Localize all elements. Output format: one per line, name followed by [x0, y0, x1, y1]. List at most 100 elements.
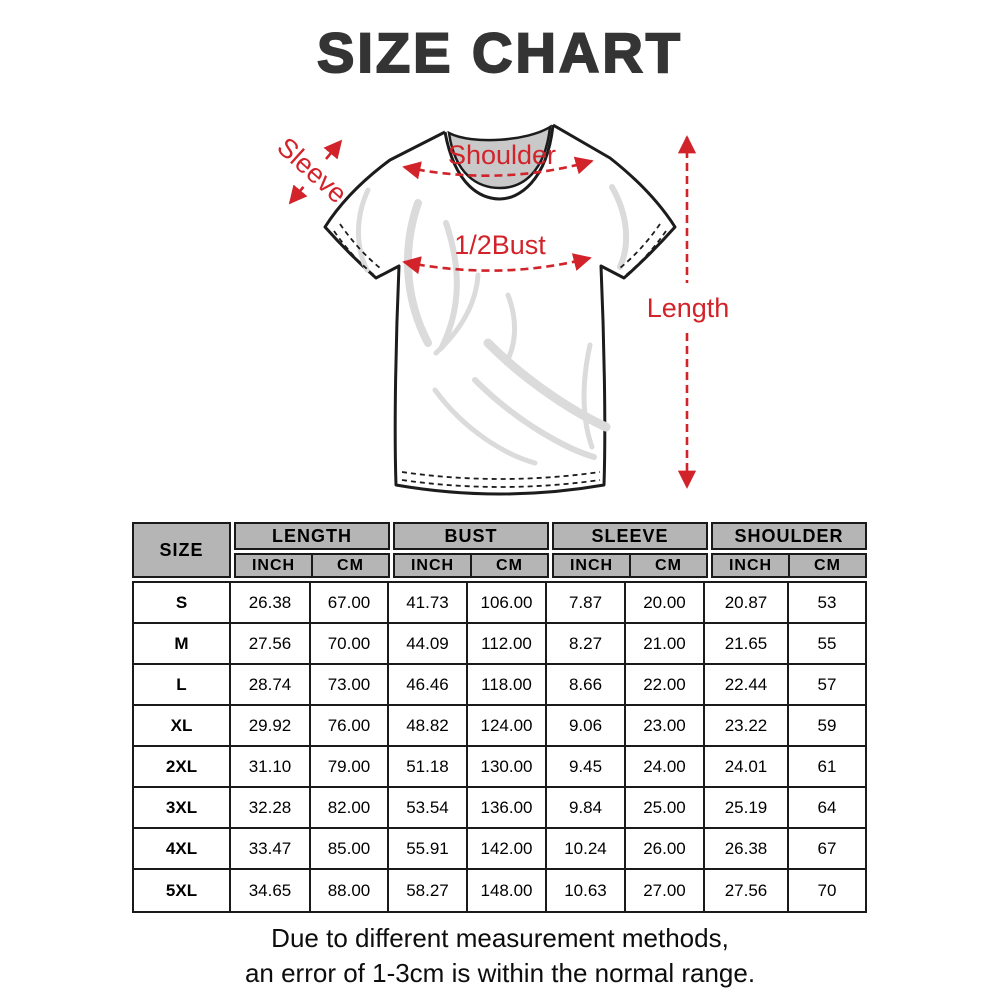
table-cell: 112.00: [468, 624, 547, 665]
table-cell: 9.45: [547, 747, 626, 788]
table-cell: 67: [789, 829, 865, 870]
size-cell: 2XL: [134, 747, 231, 788]
size-cell: 3XL: [134, 788, 231, 829]
table-cell: 25.00: [626, 788, 705, 829]
size-cell: S: [134, 583, 231, 624]
table-cell: 20.87: [705, 583, 789, 624]
shoulder-inch-header: INCH: [711, 553, 790, 578]
header-group-bust: BUST INCH CM: [393, 522, 549, 578]
size-cell: 5XL: [134, 870, 231, 911]
table-cell: 142.00: [468, 829, 547, 870]
table-cell: 59: [789, 706, 865, 747]
table-cell: 26.38: [705, 829, 789, 870]
table-cell: 8.66: [547, 665, 626, 706]
length-inch-header: INCH: [234, 553, 313, 578]
bust-arrow: [402, 253, 592, 275]
shoulder-cm-header: CM: [790, 553, 867, 578]
header-group-sleeve: SLEEVE INCH CM: [552, 522, 708, 578]
table-cell: 64: [789, 788, 865, 829]
bust-header: BUST: [393, 522, 549, 550]
table-cell: 85.00: [311, 829, 389, 870]
shoulder-arrow: [402, 156, 594, 180]
size-cell: 4XL: [134, 829, 231, 870]
table-cell: 33.47: [231, 829, 311, 870]
bust-cm-header: CM: [472, 553, 549, 578]
length-cm-header: CM: [313, 553, 390, 578]
table-cell: 70: [817, 880, 837, 900]
table-cell: 130.00: [468, 747, 547, 788]
table-cell: 26.00: [626, 829, 705, 870]
sleeve-inch-header: INCH: [552, 553, 631, 578]
table-cell: 22.44: [705, 665, 789, 706]
page-title: SIZE CHART: [316, 20, 683, 85]
table-cell: 88.00: [311, 870, 389, 911]
table-cell: 28.74: [231, 665, 311, 706]
table-row-5xl: 5XL 34.65 88.00 58.27 148.00 10.63 27.00…: [134, 870, 865, 911]
length-header: LENGTH: [234, 522, 390, 550]
table-row-xl: XL 29.92 76.00 48.82 124.00 9.06 23.00 2…: [134, 706, 865, 747]
size-cell: L: [134, 665, 231, 706]
sleeve-header: SLEEVE: [552, 522, 708, 550]
table-cell: 57: [789, 665, 865, 706]
table-cell: 24.01: [705, 747, 789, 788]
header-group-shoulder: SHOULDER INCH CM: [711, 522, 867, 578]
table-cell: 106.00: [468, 583, 547, 624]
footer-line-1: Due to different measurement methods,: [271, 923, 729, 953]
table-cell: 46.46: [389, 665, 468, 706]
table-cell: 41.73: [389, 583, 468, 624]
header-group-length: LENGTH INCH CM: [234, 522, 390, 578]
table-cell: 22.00: [626, 665, 705, 706]
table-body: S 26.38 67.00 41.73 106.00 7.87 20.00 20…: [132, 581, 867, 913]
footer-note: Due to different measurement methods, an…: [0, 921, 1000, 991]
table-cell: 10.63: [547, 870, 626, 911]
table-cell: 82.00: [311, 788, 389, 829]
table-cell: 31.10: [231, 747, 311, 788]
table-row-4xl: 4XL 33.47 85.00 55.91 142.00 10.24 26.00…: [134, 829, 865, 870]
table-cell: 29.92: [231, 706, 311, 747]
table-row-s: S 26.38 67.00 41.73 106.00 7.87 20.00 20…: [134, 583, 865, 624]
table-cell: 124.00: [468, 706, 547, 747]
table-cell: 26.38: [231, 583, 311, 624]
sleeve-arrow-lower: [288, 184, 308, 205]
table-cell: 9.84: [547, 788, 626, 829]
table-row-3xl: 3XL 32.28 82.00 53.54 136.00 9.84 25.00 …: [134, 788, 865, 829]
table-cell: 70.00: [311, 624, 389, 665]
shoulder-label: Shoulder: [448, 140, 556, 170]
table-row-2xl: 2XL 31.10 79.00 51.18 130.00 9.45 24.00 …: [134, 747, 865, 788]
table-cell: 20.00: [626, 583, 705, 624]
size-cell: XL: [134, 706, 231, 747]
table-cell: 34.65: [231, 870, 311, 911]
sleeve-arrow-upper: [323, 139, 343, 160]
table-cell: 24.00: [626, 747, 705, 788]
table-cell: 55.91: [389, 829, 468, 870]
table-cell: 76.00: [311, 706, 389, 747]
table-cell: 67.00: [311, 583, 389, 624]
table-cell: 73.00: [311, 665, 389, 706]
size-table: SIZE LENGTH INCH CM BUST INCH CM SLEEVE …: [132, 522, 867, 913]
size-cell: M: [134, 624, 231, 665]
table-row-m: M 27.56 70.00 44.09 112.00 8.27 21.00 21…: [134, 624, 865, 665]
table-cell: 23.00: [626, 706, 705, 747]
table-cell: 8.27: [547, 624, 626, 665]
table-cell: 61: [789, 747, 865, 788]
tshirt-diagram-svg: Shoulder 1/2Bust Length Sleeve: [271, 123, 730, 496]
bust-label: 1/2Bust: [454, 230, 546, 260]
length-label: Length: [647, 293, 730, 323]
table-cell: 58.27: [389, 870, 468, 911]
table-cell: 44.09: [389, 624, 468, 665]
sleeve-label: Sleeve: [271, 132, 352, 210]
table-cell: 7.87: [547, 583, 626, 624]
table-cell: 118.00: [468, 665, 547, 706]
table-cell: 27.56: [705, 870, 789, 911]
table-cell: 53.54: [389, 788, 468, 829]
table-header: SIZE LENGTH INCH CM BUST INCH CM SLEEVE …: [132, 522, 867, 578]
table-cell: 55: [789, 624, 865, 665]
tshirt-measurement-diagram: Shoulder 1/2Bust Length Sleeve: [250, 95, 750, 515]
table-row-l: L 28.74 73.00 46.46 118.00 8.66 22.00 22…: [134, 665, 865, 706]
table-cell: 21.65: [705, 624, 789, 665]
table-cell: 53: [789, 583, 865, 624]
table-cell: 10.24: [547, 829, 626, 870]
table-cell: 9.06: [547, 706, 626, 747]
table-cell: 23.22: [705, 706, 789, 747]
footer-line-2: an error of 1-3cm is within the normal r…: [244, 958, 756, 988]
